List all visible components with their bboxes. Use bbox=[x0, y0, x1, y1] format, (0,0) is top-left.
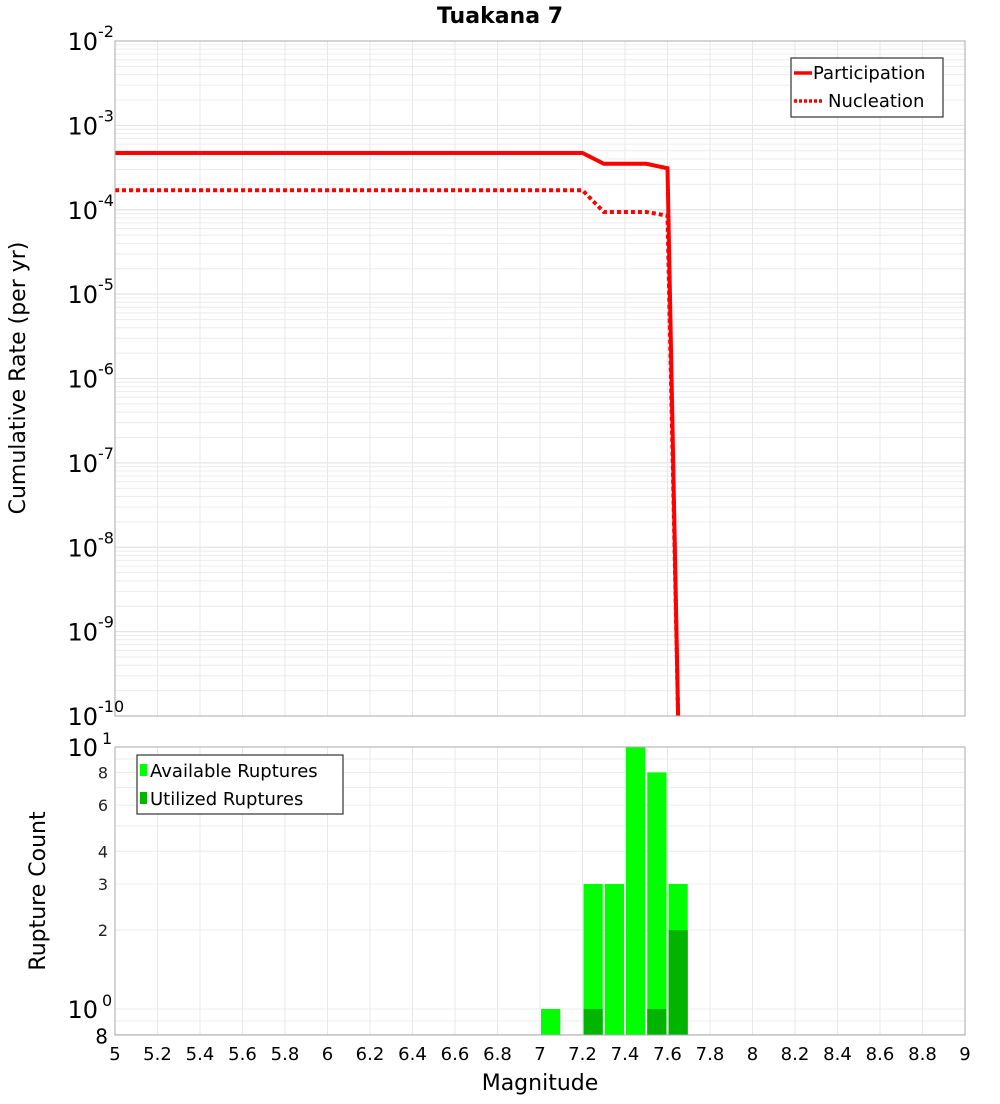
utilized-bar bbox=[647, 1009, 667, 1035]
y-tick-exponent: 0 bbox=[102, 991, 112, 1010]
available-bar bbox=[626, 747, 646, 1035]
y-tick-exponent: -5 bbox=[98, 275, 114, 294]
lower-bars bbox=[541, 747, 688, 1035]
x-tick-label: 8.8 bbox=[908, 1044, 937, 1065]
y-tick-label: 10 bbox=[67, 734, 98, 762]
participation-legend-label: Participation bbox=[813, 63, 925, 84]
nucleation-legend-label: Nucleation bbox=[828, 91, 924, 112]
x-tick-label: 7.2 bbox=[568, 1044, 597, 1065]
upper-legend-box bbox=[790, 57, 944, 118]
y-tick-exponent: -10 bbox=[98, 697, 124, 716]
y-tick-label: 10 bbox=[67, 28, 98, 56]
upper-y-axis-ticks: 10-210-310-410-510-610-710-810-910-10 bbox=[67, 22, 124, 731]
y-tick-exponent: -4 bbox=[98, 191, 114, 210]
cumulative-rate-plot: 10-210-310-410-510-610-710-810-910-10 Cu… bbox=[6, 22, 966, 731]
upper-legend: Participation Nucleation bbox=[790, 57, 944, 118]
x-tick-label: 8.2 bbox=[781, 1044, 810, 1065]
available-bar bbox=[583, 883, 603, 1035]
y-tick-exponent: -7 bbox=[98, 444, 114, 463]
y-tick-label: 4 bbox=[98, 842, 108, 861]
x-axis-label: Magnitude bbox=[482, 1071, 599, 1096]
y-tick-label: 10 bbox=[67, 996, 98, 1024]
chart-title: Tuakana 7 bbox=[437, 4, 563, 29]
y-tick-exponent: -6 bbox=[98, 360, 114, 379]
x-tick-label: 6.8 bbox=[483, 1044, 512, 1065]
y-tick-exponent: -2 bbox=[98, 22, 114, 41]
upper-gridlines bbox=[114, 40, 966, 717]
y-tick-label: 8 bbox=[98, 763, 108, 782]
x-tick-label: 8 bbox=[747, 1044, 758, 1065]
utilized-legend-swatch bbox=[140, 792, 147, 804]
lower-plot-frame bbox=[114, 746, 966, 1036]
utilized-bar bbox=[668, 930, 688, 1035]
utilized-legend-label: Utilized Ruptures bbox=[150, 789, 303, 810]
lower-legend-box bbox=[136, 754, 344, 815]
x-tick-label: 6.2 bbox=[356, 1044, 385, 1065]
x-tick-label: 7 bbox=[534, 1044, 545, 1065]
lower-y-axis-label: Rupture Count bbox=[26, 811, 51, 971]
upper-series-lines bbox=[115, 151, 681, 717]
nucleation-line bbox=[115, 188, 681, 717]
available-bar bbox=[604, 883, 624, 1035]
available-bar bbox=[647, 772, 667, 1035]
x-tick-label: 5 bbox=[109, 1044, 120, 1065]
upper-plot-frame bbox=[114, 40, 966, 717]
x-tick-label: 8.4 bbox=[823, 1044, 852, 1065]
x-tick-label: 5.2 bbox=[143, 1044, 172, 1065]
y-tick-label: 3 bbox=[98, 875, 108, 894]
y-tick-label: 8 bbox=[95, 1024, 108, 1048]
y-tick-exponent: -3 bbox=[98, 106, 114, 125]
available-legend-swatch bbox=[140, 764, 147, 776]
x-tick-label: 7.4 bbox=[611, 1044, 640, 1065]
y-tick-label: 10 bbox=[67, 450, 98, 478]
x-axis-ticks: 5 5.2 5.4 5.6 5.8 6 6.2 6.4 6.6 6.8 7 7.2 7.4 7.6 7.8 8… bbox=[109, 1044, 970, 1065]
x-tick-label: 5.4 bbox=[186, 1044, 215, 1065]
lower-legend: Available Ruptures Utilized Ruptures bbox=[136, 754, 344, 815]
y-tick-label: 10 bbox=[67, 534, 98, 562]
available-legend-label: Available Ruptures bbox=[150, 761, 318, 782]
y-tick-exponent: 1 bbox=[102, 729, 112, 748]
y-tick-label: 10 bbox=[67, 112, 98, 140]
y-tick-exponent: -8 bbox=[98, 528, 114, 547]
y-tick-label: 10 bbox=[67, 281, 98, 309]
x-tick-label: 5.8 bbox=[271, 1044, 300, 1065]
x-tick-label: 7.8 bbox=[696, 1044, 725, 1065]
utilized-bar bbox=[583, 1009, 603, 1035]
y-tick-exponent: -9 bbox=[98, 613, 114, 632]
available-bar bbox=[541, 1009, 561, 1035]
x-tick-label: 7.6 bbox=[653, 1044, 682, 1065]
x-tick-label: 5.6 bbox=[228, 1044, 257, 1065]
y-tick-label: 10 bbox=[67, 619, 98, 647]
y-tick-label: 10 bbox=[67, 703, 98, 731]
y-tick-label: 6 bbox=[98, 796, 108, 815]
y-tick-label: 10 bbox=[67, 366, 98, 394]
x-tick-label: 9 bbox=[959, 1044, 970, 1065]
x-tick-label: 6 bbox=[322, 1044, 333, 1065]
y-tick-label: 2 bbox=[98, 921, 108, 940]
upper-y-axis-label: Cumulative Rate (per yr) bbox=[6, 242, 31, 515]
x-tick-label: 6.6 bbox=[441, 1044, 470, 1065]
x-tick-label: 8.6 bbox=[866, 1044, 895, 1065]
x-tick-label: 6.4 bbox=[398, 1044, 427, 1065]
y-tick-label: 10 bbox=[67, 197, 98, 225]
